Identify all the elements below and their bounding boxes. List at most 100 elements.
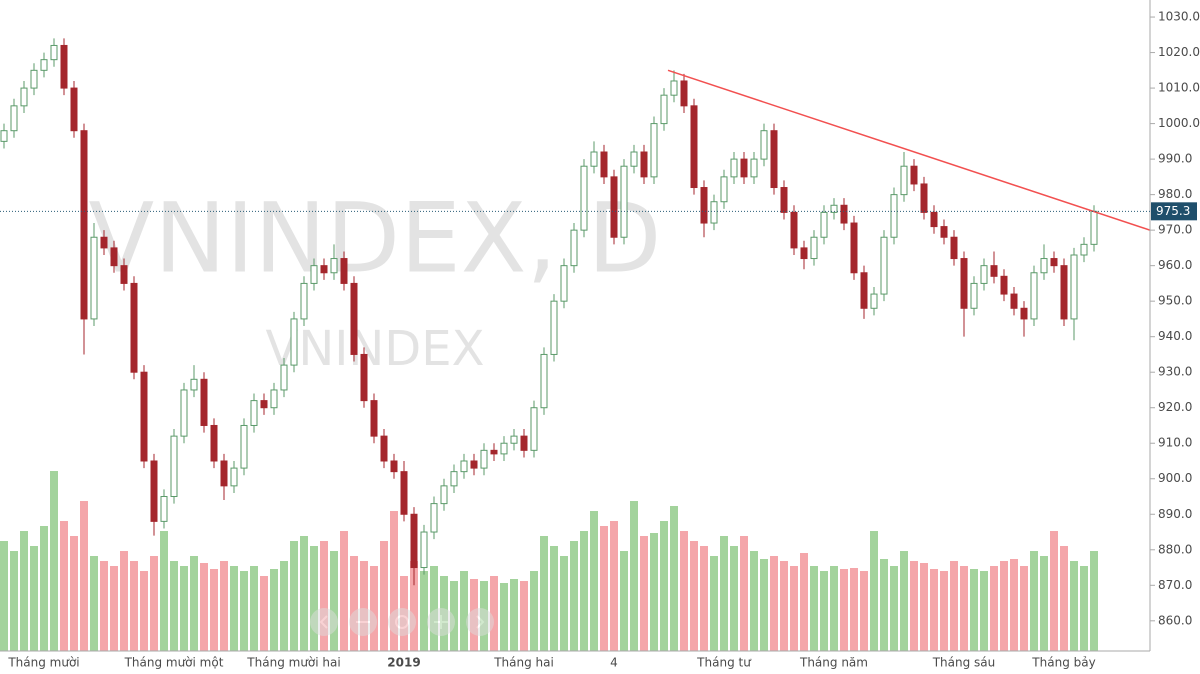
x-tick-label: 2019 bbox=[387, 656, 420, 670]
y-tick-label: 980.0 bbox=[1158, 187, 1192, 201]
candle-body bbox=[470, 460, 478, 469]
candle-body bbox=[540, 353, 548, 409]
volume-bar bbox=[60, 521, 68, 651]
candle-body bbox=[640, 151, 648, 178]
candle-body bbox=[880, 236, 888, 295]
candle-body bbox=[730, 158, 738, 178]
candle-body bbox=[0, 130, 8, 142]
y-tick-label: 870.0 bbox=[1158, 578, 1192, 592]
candle-body bbox=[520, 435, 528, 451]
candle-body bbox=[230, 467, 238, 487]
zoom-in-button[interactable] bbox=[427, 608, 455, 636]
reset-button[interactable] bbox=[388, 608, 416, 636]
candle-body bbox=[350, 282, 358, 355]
volume-bar bbox=[870, 531, 878, 651]
candle-body bbox=[210, 424, 218, 462]
volume-bar bbox=[820, 571, 828, 651]
candle-body bbox=[570, 229, 578, 267]
volume-bar bbox=[320, 541, 328, 651]
volume-bar bbox=[220, 561, 228, 651]
candle-body bbox=[1000, 275, 1008, 295]
candle-body bbox=[100, 236, 108, 249]
volume-bar bbox=[130, 561, 138, 651]
zoom-out-button[interactable] bbox=[349, 608, 377, 636]
candle-body bbox=[810, 236, 818, 260]
volume-bar bbox=[740, 536, 748, 651]
candle-body bbox=[820, 211, 828, 238]
candle-body bbox=[200, 378, 208, 426]
volume-bar bbox=[680, 531, 688, 651]
candle-body bbox=[670, 80, 678, 96]
volume-bar bbox=[110, 566, 118, 651]
volume-bar bbox=[380, 541, 388, 651]
candle-body bbox=[40, 59, 48, 71]
candle-body bbox=[140, 371, 148, 462]
volume-bar bbox=[770, 556, 778, 651]
trendline bbox=[667, 69, 1150, 231]
volume-bar bbox=[1040, 556, 1048, 651]
candle-body bbox=[590, 151, 598, 167]
y-tick-label: 1030.0 bbox=[1158, 10, 1200, 24]
volume-bar bbox=[1000, 561, 1008, 651]
candle-body bbox=[110, 247, 118, 267]
y-tick-label: 990.0 bbox=[1158, 152, 1192, 166]
volume-bar bbox=[70, 536, 78, 651]
candle-body bbox=[1010, 293, 1018, 309]
candle-body bbox=[770, 130, 778, 189]
volume-bar bbox=[340, 531, 348, 651]
candle-body bbox=[270, 389, 278, 409]
volume-bar bbox=[1070, 561, 1078, 651]
candle-body bbox=[620, 165, 628, 238]
candle-body bbox=[630, 151, 638, 167]
volume-bar bbox=[1090, 551, 1098, 651]
scroll-right-button[interactable] bbox=[466, 608, 494, 636]
y-tick-label: 860.0 bbox=[1158, 613, 1192, 627]
x-tick-label: Tháng năm bbox=[799, 656, 868, 670]
candle-body bbox=[690, 105, 698, 189]
y-tick-label: 1010.0 bbox=[1158, 81, 1200, 95]
candle-body bbox=[370, 400, 378, 437]
candle-body bbox=[550, 300, 558, 355]
scroll-left-button[interactable] bbox=[310, 608, 338, 636]
candle-body bbox=[300, 282, 308, 320]
volume-bar bbox=[410, 561, 418, 651]
x-tick-label: Tháng tư bbox=[696, 656, 752, 670]
volume-bar bbox=[100, 561, 108, 651]
y-tick-label: 890.0 bbox=[1158, 507, 1192, 521]
candle-body bbox=[130, 282, 138, 373]
candle-body bbox=[970, 282, 978, 309]
volume-bar bbox=[240, 571, 248, 651]
candle-body bbox=[20, 87, 28, 107]
volume-bar bbox=[970, 569, 978, 651]
x-tick-label: Tháng mười hai bbox=[246, 656, 340, 670]
volume-bar bbox=[760, 559, 768, 651]
volume-bar bbox=[1080, 566, 1088, 651]
candle-body bbox=[190, 378, 198, 391]
candle-body bbox=[70, 87, 78, 132]
candle-layer bbox=[0, 38, 1150, 586]
volume-bar bbox=[660, 521, 668, 651]
volume-bar bbox=[10, 551, 18, 651]
candle-body bbox=[890, 194, 898, 238]
volume-bar bbox=[930, 569, 938, 651]
y-tick-label: 940.0 bbox=[1158, 329, 1192, 343]
candle-body bbox=[450, 471, 458, 487]
volume-bar bbox=[750, 551, 758, 651]
candle-body bbox=[260, 400, 268, 409]
candle-body bbox=[160, 496, 168, 522]
candle-body bbox=[760, 130, 768, 160]
candle-body bbox=[940, 226, 948, 238]
candle-body bbox=[1020, 307, 1028, 320]
volume-bar bbox=[370, 566, 378, 651]
y-tick-label: 1000.0 bbox=[1158, 116, 1200, 130]
candle-body bbox=[180, 389, 188, 437]
candle-body bbox=[910, 165, 918, 185]
y-tick-label: 920.0 bbox=[1158, 400, 1192, 414]
volume-bar bbox=[500, 583, 508, 651]
candle-body bbox=[930, 211, 938, 228]
volume-bar bbox=[700, 546, 708, 651]
candle-body bbox=[320, 265, 328, 274]
candle-body bbox=[1060, 265, 1068, 320]
volume-bar bbox=[40, 526, 48, 651]
